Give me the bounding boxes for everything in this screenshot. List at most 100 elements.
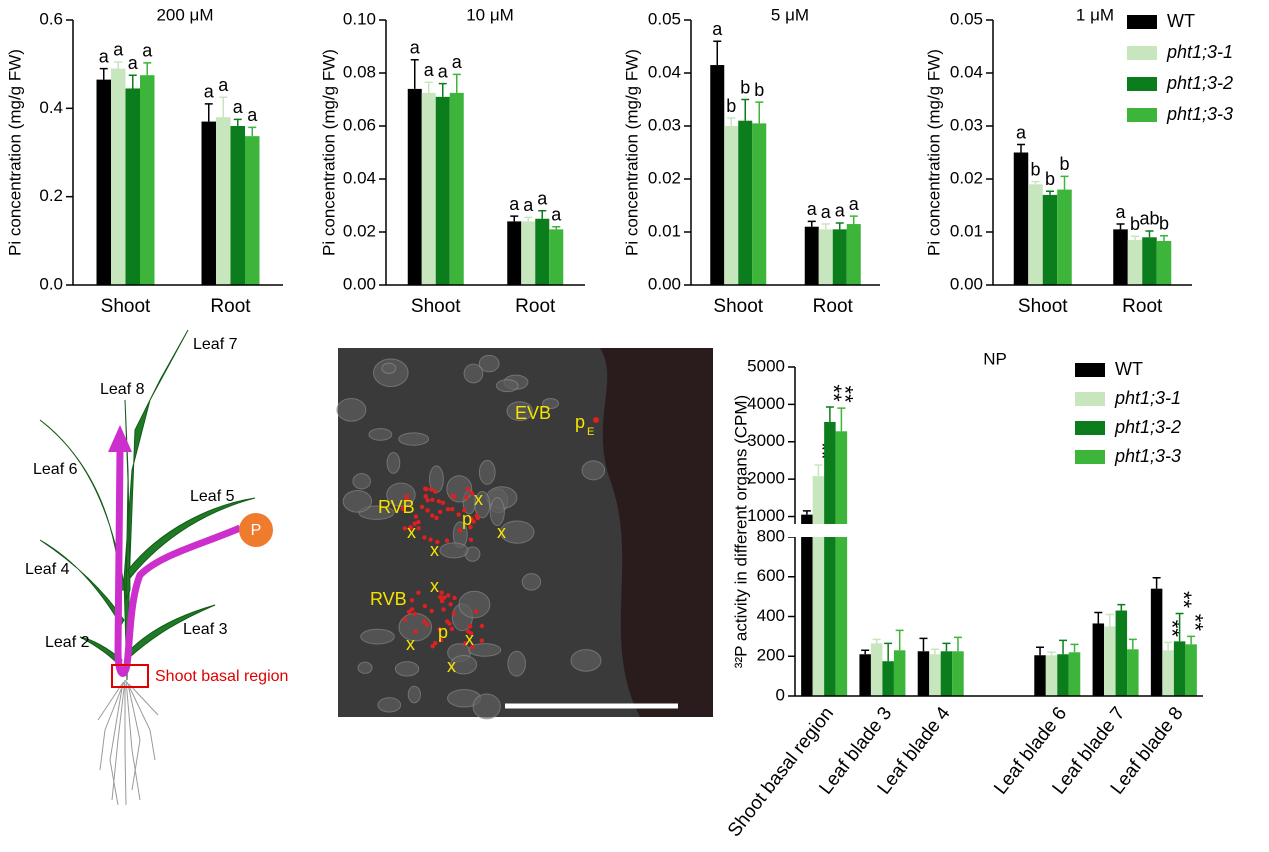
cell	[368, 428, 393, 441]
y-tick-label: 0.03	[648, 115, 681, 134]
bar	[724, 126, 739, 285]
y-tick-label: 0	[776, 685, 785, 704]
cell-label: x	[474, 489, 483, 509]
cell	[542, 398, 560, 410]
error-bar	[1175, 612, 1184, 642]
cell	[478, 459, 496, 485]
error-bar	[1116, 223, 1125, 230]
signal-dot	[422, 535, 427, 540]
signal-dot	[467, 624, 473, 629]
error-bar	[1131, 235, 1139, 240]
bar	[1042, 194, 1058, 285]
cell	[507, 650, 526, 677]
cell-label: p	[575, 412, 585, 432]
signal-dot	[429, 608, 434, 614]
cell	[407, 685, 421, 704]
significance-letter: b	[1030, 159, 1040, 179]
significance-letter: a	[537, 189, 548, 209]
bar	[752, 123, 767, 285]
error-bar	[884, 642, 893, 662]
bar	[832, 229, 847, 285]
error-bar	[1017, 143, 1025, 153]
error-bar	[942, 642, 951, 652]
bar	[230, 126, 245, 285]
significance-letter: a	[438, 61, 449, 81]
cell	[499, 520, 535, 544]
significance-stars: **	[833, 386, 858, 404]
signal-dot	[473, 609, 479, 614]
error-bar	[143, 62, 152, 76]
significance-letter: a	[712, 19, 723, 39]
bar	[96, 79, 111, 285]
chart-title: 1 μM	[1076, 5, 1114, 24]
error-bar	[727, 117, 736, 126]
cell	[450, 654, 478, 675]
error-bar	[872, 638, 881, 644]
y-tick-label: 0.0	[39, 274, 63, 293]
plant-diagram: Leaf 7 Leaf 8 Leaf 6 Leaf 5 Leaf 4 Leaf …	[25, 329, 288, 806]
bar	[1057, 189, 1072, 285]
y-tick-label: 0.00	[648, 274, 681, 293]
cells	[336, 354, 606, 720]
error-bar	[1046, 190, 1054, 195]
bar	[507, 221, 522, 285]
bar	[1068, 652, 1081, 696]
signal-dot	[456, 512, 461, 517]
signal-dot	[463, 641, 468, 646]
y-tick-label: 2000	[747, 469, 785, 488]
signal-dot	[409, 598, 415, 603]
signal-dot	[412, 611, 418, 617]
error-bar	[233, 118, 242, 126]
legend-label: pht1;3-1	[1114, 388, 1181, 408]
cell	[360, 628, 395, 645]
signal-dot	[435, 539, 440, 545]
legend-label: pht1;3-3	[1114, 446, 1181, 466]
signal-dot	[424, 622, 430, 627]
signal-dot	[449, 626, 455, 632]
bar	[804, 226, 819, 285]
significance-letter: b	[740, 77, 750, 97]
bar	[1150, 588, 1163, 696]
signal-dot	[471, 519, 476, 524]
significance-letter: b	[1130, 214, 1140, 234]
error-bar	[1031, 180, 1040, 185]
signal-dots	[400, 417, 599, 650]
chart-title: 10 μM	[466, 5, 514, 24]
signal-dot	[470, 645, 475, 650]
error-bar	[452, 73, 461, 93]
error-bar	[248, 126, 257, 137]
bar	[1057, 654, 1069, 696]
significance-letter: b	[1059, 154, 1069, 174]
signal-dot	[440, 500, 446, 506]
error-bar	[1059, 639, 1068, 655]
legend-label: pht1;3-2	[1166, 73, 1233, 93]
error-bar	[219, 96, 228, 118]
bar	[952, 651, 964, 696]
phosphate-symbol	[239, 513, 273, 547]
phosphate-label: P	[251, 522, 262, 539]
error-bar	[953, 636, 962, 652]
x-tick-label: Shoot	[713, 296, 763, 317]
bar	[1142, 237, 1157, 285]
cell	[472, 693, 501, 720]
signal-dot	[402, 617, 408, 622]
bar	[1173, 641, 1186, 696]
bar	[435, 96, 450, 285]
x-tick-label: Shoot basal region	[724, 703, 838, 841]
signal-dot	[442, 595, 447, 600]
error-bar	[825, 406, 834, 422]
error-bar	[755, 101, 764, 124]
y-tick-label: 0.4	[39, 98, 63, 117]
signal-dot	[434, 515, 439, 521]
bundle-label: RVB	[378, 497, 415, 517]
x-tick-label: Shoot	[101, 296, 151, 317]
significance-letter: a	[452, 52, 463, 72]
legend-swatch	[1127, 15, 1157, 29]
legend-swatch	[1127, 108, 1157, 122]
bar	[535, 218, 550, 285]
y-tick-label: 0.05	[950, 9, 983, 28]
error-bar	[114, 61, 123, 69]
y-tick-label: 0.08	[343, 62, 376, 81]
error-bar	[552, 225, 561, 230]
signal-dot	[400, 506, 406, 512]
